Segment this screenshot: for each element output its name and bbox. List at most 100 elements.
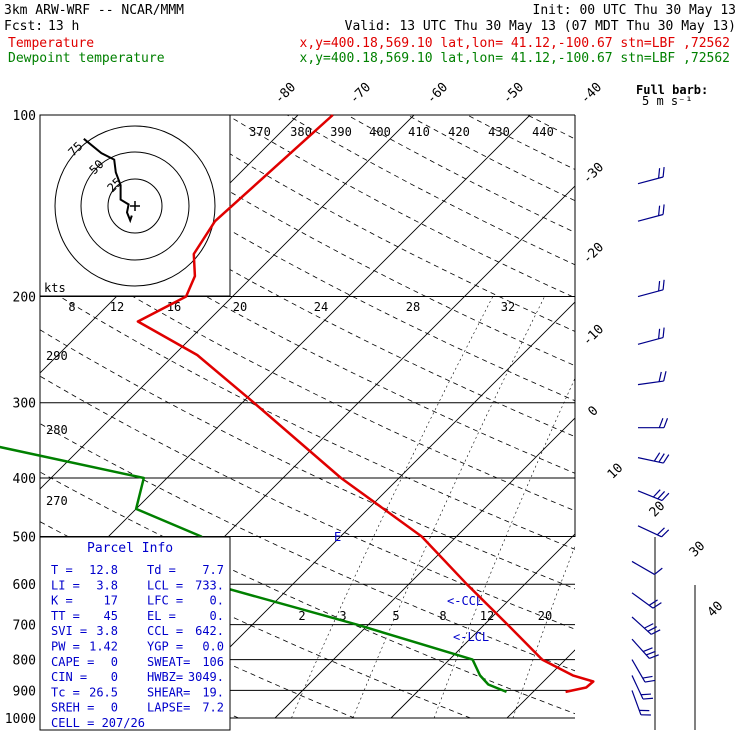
- mixing-ratio-label: 5: [392, 609, 399, 623]
- dry-adiabat: [40, 329, 575, 590]
- theta-e-label: 410: [408, 125, 430, 139]
- parcel-info-cell: 0: [111, 670, 118, 684]
- pressure-tick-label: 800: [13, 654, 36, 669]
- theta-e-label: 400: [369, 125, 391, 139]
- parcel-info-cell: LI =: [51, 578, 80, 592]
- theta-e-labels: 370 380 390 400 410 420 430 440: [249, 125, 554, 139]
- parcel-info-cell: CELL = 207/26: [51, 716, 145, 730]
- dry-adiabat: [40, 471, 575, 715]
- parcel-info-cell: LAPSE=: [147, 701, 190, 715]
- parcel-info-cell: 3.8: [96, 624, 118, 638]
- parcel-info-panel: Parcel Info T = 12.8 Td = 7.7 LI = 3.8 LCL = 73…: [39, 536, 231, 731]
- wind-barb: [637, 489, 670, 502]
- hodograph-ring-25: [107, 178, 163, 234]
- wind-barb: [631, 675, 654, 700]
- dry-adiabat: [286, 115, 575, 266]
- dry-adiabat: [708, 115, 740, 718]
- parcel-info-cell: TT =: [51, 609, 80, 623]
- theta-e-label: 370: [249, 125, 271, 139]
- mixing-ratio-line: [712, 297, 740, 719]
- parcel-info-cell: 0.: [210, 609, 224, 623]
- init-time: Init: 00 UTC Thu 30 May 13: [533, 3, 737, 18]
- wind-barb: [637, 327, 665, 345]
- theta-e-label: 430: [488, 125, 510, 139]
- parcel-info-cell: 106: [202, 655, 224, 669]
- isotherm-tick-label: 0: [585, 403, 601, 419]
- wind-barbs: [631, 166, 670, 716]
- hodograph: 75 50 25 kts: [39, 114, 231, 297]
- parcel-info-cell: Tc =: [51, 685, 80, 699]
- mixing-ratio-labels-upper: 8 12 16 20 24 28 32: [68, 300, 515, 314]
- dry-adiabat: [347, 115, 575, 233]
- parcel-info-cell: 7.7: [202, 563, 224, 577]
- parcel-info-cell: 0.0: [202, 640, 224, 654]
- wind-barb: [631, 592, 662, 609]
- wind-barb: [631, 560, 663, 575]
- parcel-info-title: Parcel Info: [87, 541, 173, 556]
- forecast-label: Fcst:: [4, 19, 43, 34]
- mixing-ratio-label: 32: [501, 300, 515, 314]
- parcel-info-cell: T =: [51, 563, 73, 577]
- pressure-tick-label: 300: [13, 397, 36, 412]
- dewpoint-station-info: x,y=400.18,569.10 lat,lon= 41.12,-100.67…: [300, 51, 730, 66]
- parcel-info-cell: 3.8: [96, 578, 118, 592]
- temperature-legend: Temperature: [8, 36, 94, 51]
- pressure-tick-label: 400: [13, 472, 36, 487]
- pressure-tick-label: 900: [13, 684, 36, 699]
- theta-label: 290: [46, 349, 68, 363]
- mixing-ratio-label: 3: [339, 609, 346, 623]
- parcel-info-cell: 17: [104, 594, 118, 608]
- hodograph-ring-50: [80, 151, 190, 261]
- pressure-tick-label: 100: [13, 109, 36, 124]
- parcel-info-cell: 642.: [195, 624, 224, 638]
- parcel-info-cell: 12.8: [89, 563, 118, 577]
- theta-e-label: 440: [532, 125, 554, 139]
- dry-adiabat: [648, 115, 740, 718]
- theta-e-label: 390: [330, 125, 352, 139]
- mixing-ratio-label: 12: [480, 609, 494, 623]
- parcel-info-cell: 1.42: [89, 640, 118, 654]
- lcl-marker: <-LCL: [453, 630, 489, 644]
- isotherm-line: [390, 533, 575, 719]
- pressure-tick-label: 700: [13, 619, 36, 634]
- isotherm-tick-label: -30: [580, 160, 607, 187]
- wind-barb: [637, 452, 670, 464]
- isotherm-tick-label: -40: [578, 80, 605, 107]
- mixing-ratio-line: [291, 296, 494, 719]
- mixing-ratio-labels-lower: 2 3 5 8 12 20: [298, 609, 552, 623]
- parcel-info-cell: YGP =: [147, 640, 183, 654]
- mixing-ratio-label: 2: [298, 609, 305, 623]
- dry-adiabat: [226, 115, 575, 299]
- mixing-ratio-label: 20: [538, 609, 552, 623]
- theta-label: 270: [46, 494, 68, 508]
- wind-barb: [637, 204, 665, 222]
- wind-barb: [637, 279, 665, 298]
- pressure-tick-label: 600: [13, 578, 36, 593]
- mixing-ratio-line: [433, 377, 575, 719]
- isotherm-tick-label: -50: [500, 80, 527, 107]
- isotherm-tick-label: -10: [580, 322, 607, 349]
- mixing-ratio-label: 28: [406, 300, 420, 314]
- wind-barb: [637, 371, 667, 386]
- hodograph-ring-75: [54, 125, 216, 287]
- mixing-ratio-line: [678, 297, 740, 719]
- theta-e-label: 420: [448, 125, 470, 139]
- isotherm-tick-label: -80: [272, 80, 299, 107]
- dry-adiabat: [40, 572, 355, 719]
- parcel-info-cell: LCL =: [147, 578, 183, 592]
- wind-barb: [638, 418, 669, 429]
- parcel-info-cell: CIN =: [51, 670, 87, 684]
- ccl-marker: <-CCL: [447, 594, 483, 608]
- sounding-series: [0, 114, 595, 694]
- dry-adiabat: [407, 115, 575, 202]
- dewpoint-legend: Dewpoint temperature: [8, 51, 165, 66]
- isotherm-tick-label: -70: [347, 80, 374, 107]
- dewpoint-line: [0, 445, 507, 694]
- dry-adiabat: [527, 115, 575, 140]
- parcel-info-cell: 0: [111, 701, 118, 715]
- el-marker: E: [334, 530, 341, 544]
- parcel-info-cell: 733.: [195, 578, 224, 592]
- parcel-info-cell: SWEAT=: [147, 655, 190, 669]
- theta-label: 280: [46, 423, 68, 437]
